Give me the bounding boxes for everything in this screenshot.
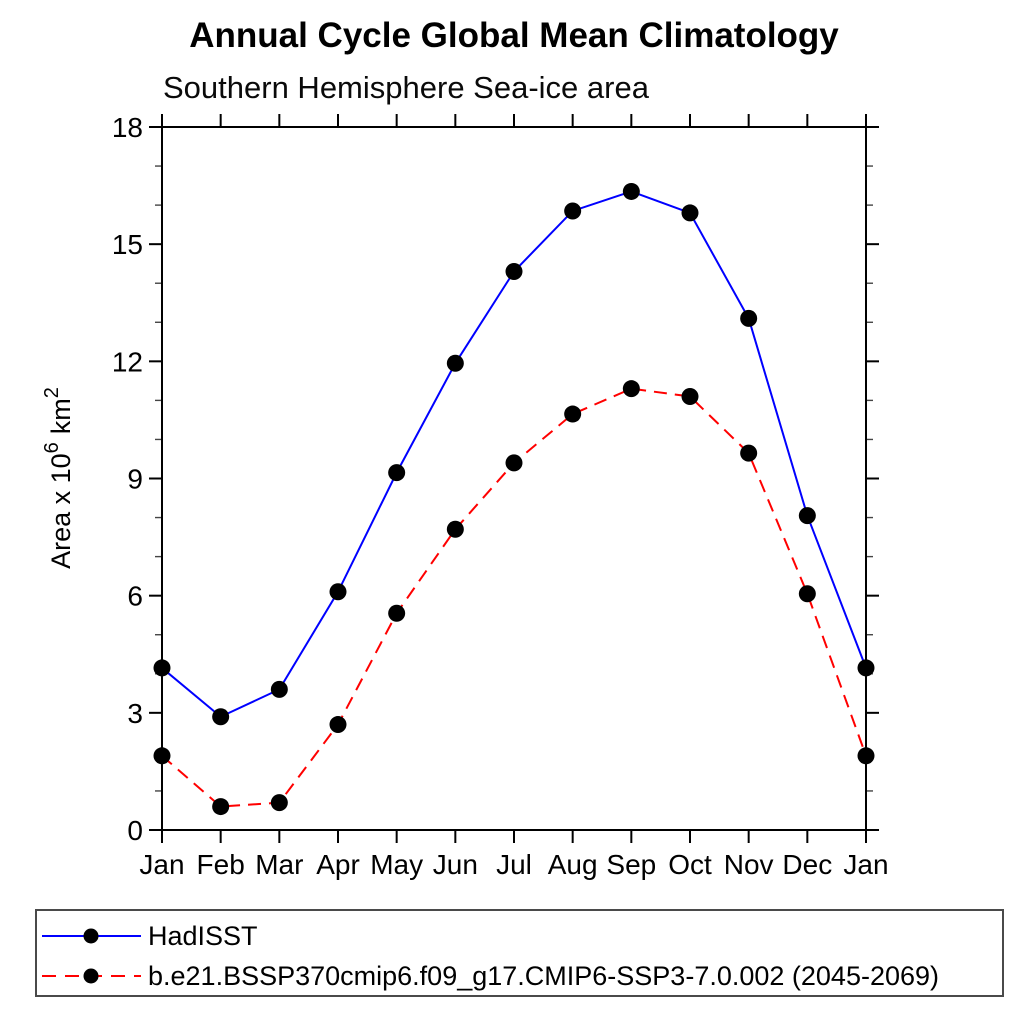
y-tick-label: 18 [112,112,143,143]
hadisst-data-point-marker [446,354,464,372]
hadisst-data-point-marker [212,708,230,726]
hadisst-data-point-marker [798,507,816,525]
y-axis-label-exponent: 6 [41,442,63,453]
legend-marker-dot [83,968,99,984]
hadisst-data-point-marker [740,309,758,327]
y-axis-label-base: Area x 10 [46,453,76,569]
x-tick-label: Jun [433,849,478,880]
model-data-point-marker [329,716,347,734]
y-axis-label: Area x 106 km2 [41,387,76,569]
y-tick-label: 9 [127,464,143,495]
legend-row-hadisst: HadISST [40,916,1002,956]
y-tick-label: 3 [127,698,143,729]
x-tick-label: May [370,849,423,880]
legend-line-sample-hadisst [42,928,141,944]
x-tick-label: Feb [197,849,245,880]
hadisst-data-point-marker [622,182,640,200]
x-tick-label: Jan [139,849,184,880]
model-data-point-marker [212,798,230,816]
x-tick-label: Apr [316,849,360,880]
model-data-point-marker [740,444,758,462]
hadisst-data-point-marker [329,583,347,601]
y-tick-label: 0 [127,815,143,846]
x-tick-label: Jul [496,849,532,880]
y-tick-label: 15 [112,229,143,260]
model-data-point-marker [270,794,288,812]
x-tick-label: Mar [255,849,303,880]
chart-subtitle: Southern Hemisphere Sea-ice area [163,70,649,105]
model-line [161,387,867,808]
x-tick-label: Jan [843,849,888,880]
chart-title: Annual Cycle Global Mean Climatology [189,16,839,55]
model-data-point-marker [564,405,582,423]
model-data-point-marker [681,387,699,405]
legend-row-model: b.e21.BSSP370cmip6.f09_g17.CMIP6-SSP3-7.… [40,956,1002,996]
legend-label-hadisst: HadISST [148,920,258,951]
model-data-point-marker [153,747,171,765]
hadisst-data-point-marker [681,204,699,222]
model-data-point-marker [505,454,523,472]
y-tick-label: 6 [127,581,143,612]
model-data-point-marker [857,747,875,765]
hadisst-data-point-marker [270,680,288,698]
model-data-point-marker [446,520,464,538]
x-tick-label: Dec [782,849,832,880]
x-tick-label: Aug [548,849,598,880]
legend-box: HadISST b.e21.BSSP370cmip6.f09_g17.CMIP6… [35,909,1004,997]
legend-line-sample-model [42,968,141,984]
plot-area: 0 3 6 9 12 15 18 Jan Feb Mar Apr May Jun Jul Aug Sep Oct… [112,112,889,880]
hadisst-data-point-marker [857,659,875,677]
hadisst-data-point-marker [564,202,582,220]
y-axis-label-units-exponent: 2 [41,387,63,398]
model-data-point-marker [622,380,640,398]
legend-label-model: b.e21.BSSP370cmip6.f09_g17.CMIP6-SSP3-7.… [148,960,940,991]
x-tick-label: Oct [668,849,712,880]
y-axis-label-units: km [46,398,76,434]
legend-marker-dot [83,928,99,944]
model-data-point-marker [388,604,406,622]
y-tick-label: 12 [112,346,143,377]
x-tick-label: Sep [606,849,656,880]
hadisst-data-point-marker [388,464,406,482]
model-data-point-marker [798,585,816,603]
x-tick-label: Nov [724,849,774,880]
plot-frame [161,126,867,831]
hadisst-data-point-marker [153,659,171,677]
hadisst-data-point-marker [505,263,523,281]
